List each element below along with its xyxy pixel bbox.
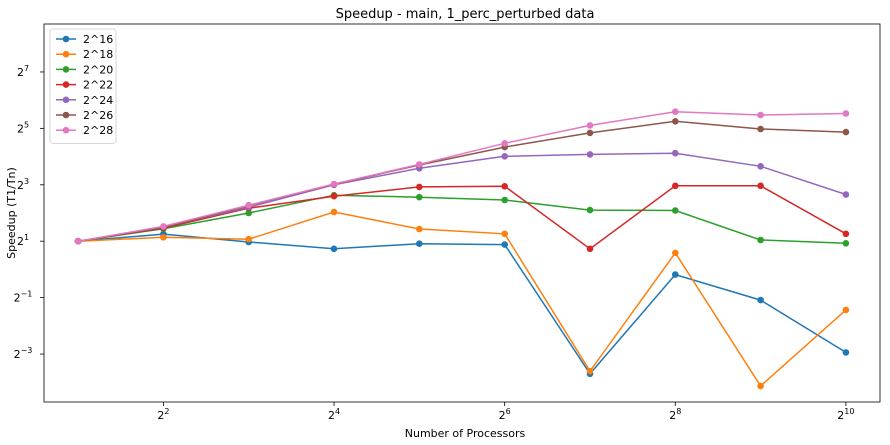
plot-area: 22 24 26 28 210 2−3 2−1 21 23 25 27 2^16 2^18 2^20 2^2… [14, 23, 881, 422]
data-point-2-16 [330, 245, 338, 253]
data-point-2-26 [757, 125, 764, 133]
data-point-2-22 [501, 183, 509, 190]
data-point-2-26 [672, 118, 679, 125]
data-point-2-28 [757, 111, 764, 119]
data-point-2-18 [842, 306, 850, 314]
data-point-2-18 [160, 234, 167, 241]
data-point-2-20 [416, 193, 423, 201]
data-point-2-22 [416, 183, 423, 191]
series-line-2-28 [77, 110, 846, 242]
data-point-2-18 [757, 382, 764, 390]
series-line-2-20 [77, 194, 846, 245]
legend-swatch-marker [62, 66, 70, 73]
data-point-2-18 [586, 367, 594, 375]
legend-label: 2^22 [83, 79, 113, 92]
data-point-2-28 [586, 122, 594, 129]
data-point-2-18 [245, 235, 252, 243]
data-point-2-20 [842, 240, 850, 247]
data-point-2-20 [757, 236, 764, 244]
data-point-2-16 [672, 271, 679, 278]
legend-swatch-marker [62, 96, 70, 104]
y-tick-label: 27 [17, 64, 29, 79]
data-point-2-20 [501, 196, 509, 204]
legend-label: 2^16 [83, 33, 113, 46]
legend-label: 2^24 [83, 94, 113, 107]
x-tick-label: 24 [328, 407, 340, 422]
data-point-2-20 [672, 207, 679, 214]
data-point-2-28 [74, 237, 82, 245]
data-point-2-16 [416, 240, 423, 247]
legend-swatch-marker [62, 50, 70, 58]
data-point-2-26 [842, 128, 850, 136]
data-point-2-20 [245, 209, 252, 217]
data-point-2-22 [330, 192, 338, 200]
y-tick-label: 2−1 [14, 290, 33, 305]
y-tick-label: 23 [17, 177, 29, 192]
series-line-2-16 [78, 233, 847, 376]
x-tick-label: 210 [837, 407, 854, 422]
legend-swatch-marker [62, 35, 70, 43]
legend-swatch-marker [62, 126, 70, 134]
legend-label: 2^28 [83, 124, 113, 137]
y-tick-label: 21 [17, 233, 29, 248]
data-point-2-28 [330, 180, 338, 188]
data-point-2-18 [672, 249, 679, 257]
legend-label: 2^26 [83, 109, 113, 122]
data-point-2-16 [501, 241, 509, 248]
data-point-2-28 [160, 223, 167, 230]
legend-swatch-marker [62, 111, 70, 119]
data-point-2-22 [757, 182, 764, 190]
data-point-2-28 [672, 108, 679, 115]
legend-swatch-marker [62, 81, 70, 88]
y-axis-title: Speedup (T1/Tn) [5, 167, 18, 259]
data-point-2-18 [330, 208, 338, 216]
plot-frame [43, 23, 881, 403]
data-point-2-20 [586, 206, 594, 214]
series-line-2-24 [77, 152, 847, 242]
data-point-2-24 [501, 153, 509, 160]
data-point-2-22 [672, 182, 679, 190]
data-point-2-18 [416, 225, 423, 233]
series-line-2-18 [78, 211, 847, 388]
data-point-2-24 [757, 163, 764, 170]
data-point-2-24 [586, 151, 594, 158]
series-line-2-22 [77, 185, 847, 250]
x-tick-label: 28 [669, 407, 681, 422]
data-point-2-22 [586, 245, 594, 253]
data-point-2-28 [416, 161, 423, 168]
y-tick-label: 25 [17, 120, 29, 135]
data-point-2-24 [672, 149, 679, 157]
data-point-2-16 [757, 296, 764, 304]
x-tick-label: 22 [157, 407, 169, 422]
data-point-2-24 [842, 191, 850, 198]
chart-title: Speedup - main, 1_perc_perturbed data [336, 7, 595, 22]
data-point-2-28 [501, 140, 509, 147]
x-axis-title: Number of Processors [405, 427, 526, 440]
data-point-2-26 [586, 129, 594, 137]
data-point-2-16 [842, 349, 850, 356]
y-tick-label: 2−3 [14, 346, 33, 361]
legend-label: 2^20 [83, 63, 113, 76]
data-point-2-18 [501, 230, 509, 238]
data-point-2-22 [842, 230, 850, 238]
legend-label: 2^18 [83, 48, 113, 61]
data-point-2-28 [245, 201, 252, 209]
data-point-2-28 [842, 110, 850, 117]
x-tick-label: 26 [499, 407, 511, 422]
